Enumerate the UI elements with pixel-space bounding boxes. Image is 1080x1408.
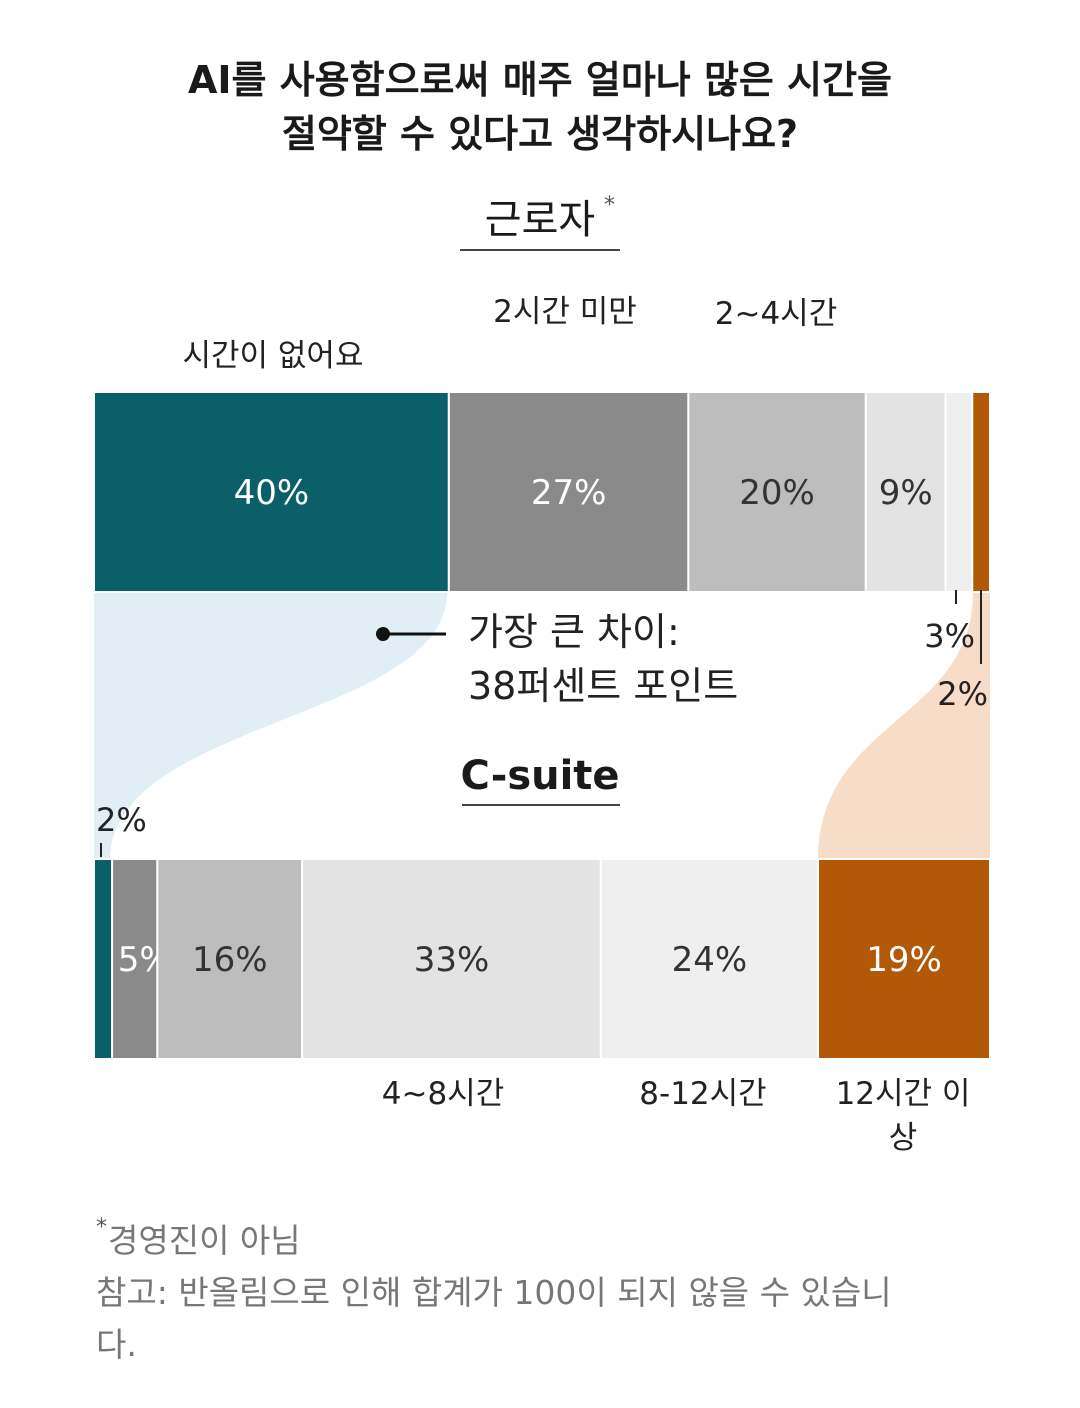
footnote-line2: 참고: 반올림으로 인해 합계가 100이 되지 않을 수 있습니 bbox=[96, 1273, 892, 1312]
value-label-csuite-12plus: 19% bbox=[866, 940, 942, 980]
gap-band-none bbox=[94, 592, 447, 860]
footnote-line1: 경영진이 아님 bbox=[108, 1221, 301, 1260]
bar-segment-workers-8to12 bbox=[944, 391, 974, 593]
gap-band-12plus bbox=[818, 592, 990, 860]
bar-csuite: 5% 16% 33% 24% 19% bbox=[93, 858, 991, 1060]
category-label-12plus-line2: 상 bbox=[889, 1120, 918, 1156]
group-title-csuite: C-suite bbox=[460, 753, 619, 799]
bar-workers: 40% 27% 20% 9% bbox=[93, 391, 992, 593]
bar-segment-workers-none bbox=[93, 391, 450, 593]
category-label-8to12: 8-12시간 bbox=[639, 1076, 766, 1112]
value-label-workers-lt2: 27% bbox=[531, 473, 607, 513]
value-label-csuite-2to4: 16% bbox=[192, 940, 268, 980]
value-label-csuite-none: 2% bbox=[96, 801, 147, 839]
bar-segment-workers-2to4 bbox=[687, 391, 867, 593]
chart-title-line2: 절약할 수 있다고 생각하시나요? bbox=[282, 112, 798, 156]
bar-segment-workers-12plus bbox=[971, 391, 992, 593]
value-label-csuite-4to8: 33% bbox=[414, 940, 490, 980]
bar-segment-csuite-12plus bbox=[817, 858, 991, 1060]
value-label-workers-12plus: 2% bbox=[937, 675, 988, 713]
chart-title-line1: AI를 사용함으로써 매주 얼마나 많은 시간을 bbox=[188, 58, 892, 102]
value-label-csuite-8to12: 24% bbox=[672, 940, 748, 980]
value-label-workers-none: 40% bbox=[234, 473, 310, 513]
footnote-line3: 다. bbox=[96, 1325, 137, 1364]
category-label-2to4: 2~4시간 bbox=[715, 296, 837, 332]
value-label-workers-8to12: 3% bbox=[924, 617, 975, 655]
group-title-workers: 근로자 bbox=[485, 197, 595, 243]
bar-segment-csuite-none bbox=[93, 858, 114, 1060]
category-label-lt2: 2시간 미만 bbox=[493, 294, 637, 330]
bar-segment-csuite-4to8 bbox=[301, 858, 602, 1060]
bar-segment-workers-4to8 bbox=[864, 391, 947, 593]
group-title-workers-marker: * bbox=[604, 193, 615, 218]
category-label-4to8: 4~8시간 bbox=[382, 1076, 504, 1112]
annotation-line1: 가장 큰 차이: bbox=[468, 610, 680, 654]
footnote-star: * bbox=[96, 1215, 107, 1240]
bar-segment-workers-lt2 bbox=[447, 391, 690, 593]
bar-segment-csuite-2to4 bbox=[156, 858, 304, 1060]
category-label-none: 시간이 없어요 bbox=[183, 338, 364, 374]
value-label-workers-4to8: 9% bbox=[879, 473, 933, 513]
category-label-12plus-line1: 12시간 이 bbox=[836, 1076, 971, 1112]
value-label-workers-2to4: 20% bbox=[739, 473, 815, 513]
annotation-line2: 38퍼센트 포인트 bbox=[468, 664, 738, 708]
